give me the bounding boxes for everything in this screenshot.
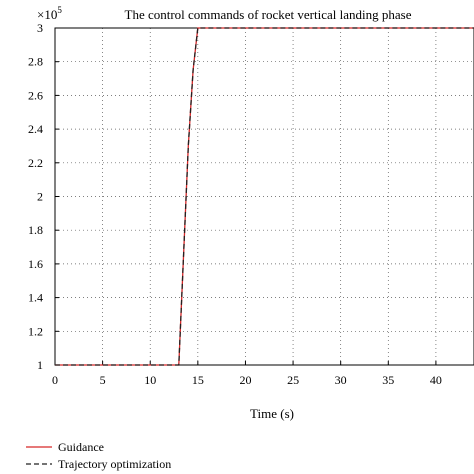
x-tick-label: 0 [52, 373, 58, 387]
legend-label-guidance: Guidance [58, 440, 104, 454]
y-tick-label: 2.8 [28, 55, 43, 69]
tick-marks [54, 27, 437, 366]
x-axis-title: Time (s) [250, 406, 294, 421]
y-tick-label: 1.6 [28, 257, 43, 271]
x-tick-label: 40 [430, 373, 442, 387]
y-tick-label: 1.4 [28, 291, 43, 305]
legend-label-trajectory-optimization: Trajectory optimization [58, 457, 171, 471]
legend: Guidance Trajectory optimization [26, 440, 171, 471]
y-tick-label: 2 [37, 190, 43, 204]
x-tick-label: 35 [382, 373, 394, 387]
tick-labels: 0 5 10 15 20 25 30 35 40 1 1.2 1.4 1.6 1.8 2 2.2 2.4 2.6 2… [28, 21, 442, 387]
y-tick-label: 1.2 [28, 324, 43, 338]
y-multiplier-base: ×10 [37, 7, 57, 22]
chart-title: The control commands of rocket vertical … [125, 7, 412, 22]
x-tick-label: 15 [192, 373, 204, 387]
y-tick-label: 1 [37, 358, 43, 372]
x-tick-label: 10 [144, 373, 156, 387]
y-tick-label: 3 [37, 21, 43, 35]
series-lines [55, 27, 474, 366]
x-tick-label: 30 [335, 373, 347, 387]
y-tick-label: 2.4 [28, 122, 43, 136]
y-multiplier-exponent: 5 [57, 5, 62, 15]
x-tick-label: 5 [100, 373, 106, 387]
grid-lines [55, 28, 474, 365]
x-tick-label: 20 [239, 373, 251, 387]
y-tick-label: 1.8 [28, 223, 43, 237]
x-tick-label: 25 [287, 373, 299, 387]
y-tick-label: 2.2 [28, 156, 43, 170]
series-line-trajectory-optimization [55, 27, 474, 366]
y-tick-label: 2.6 [28, 88, 43, 102]
y-axis-multiplier: ×105 [37, 5, 62, 22]
